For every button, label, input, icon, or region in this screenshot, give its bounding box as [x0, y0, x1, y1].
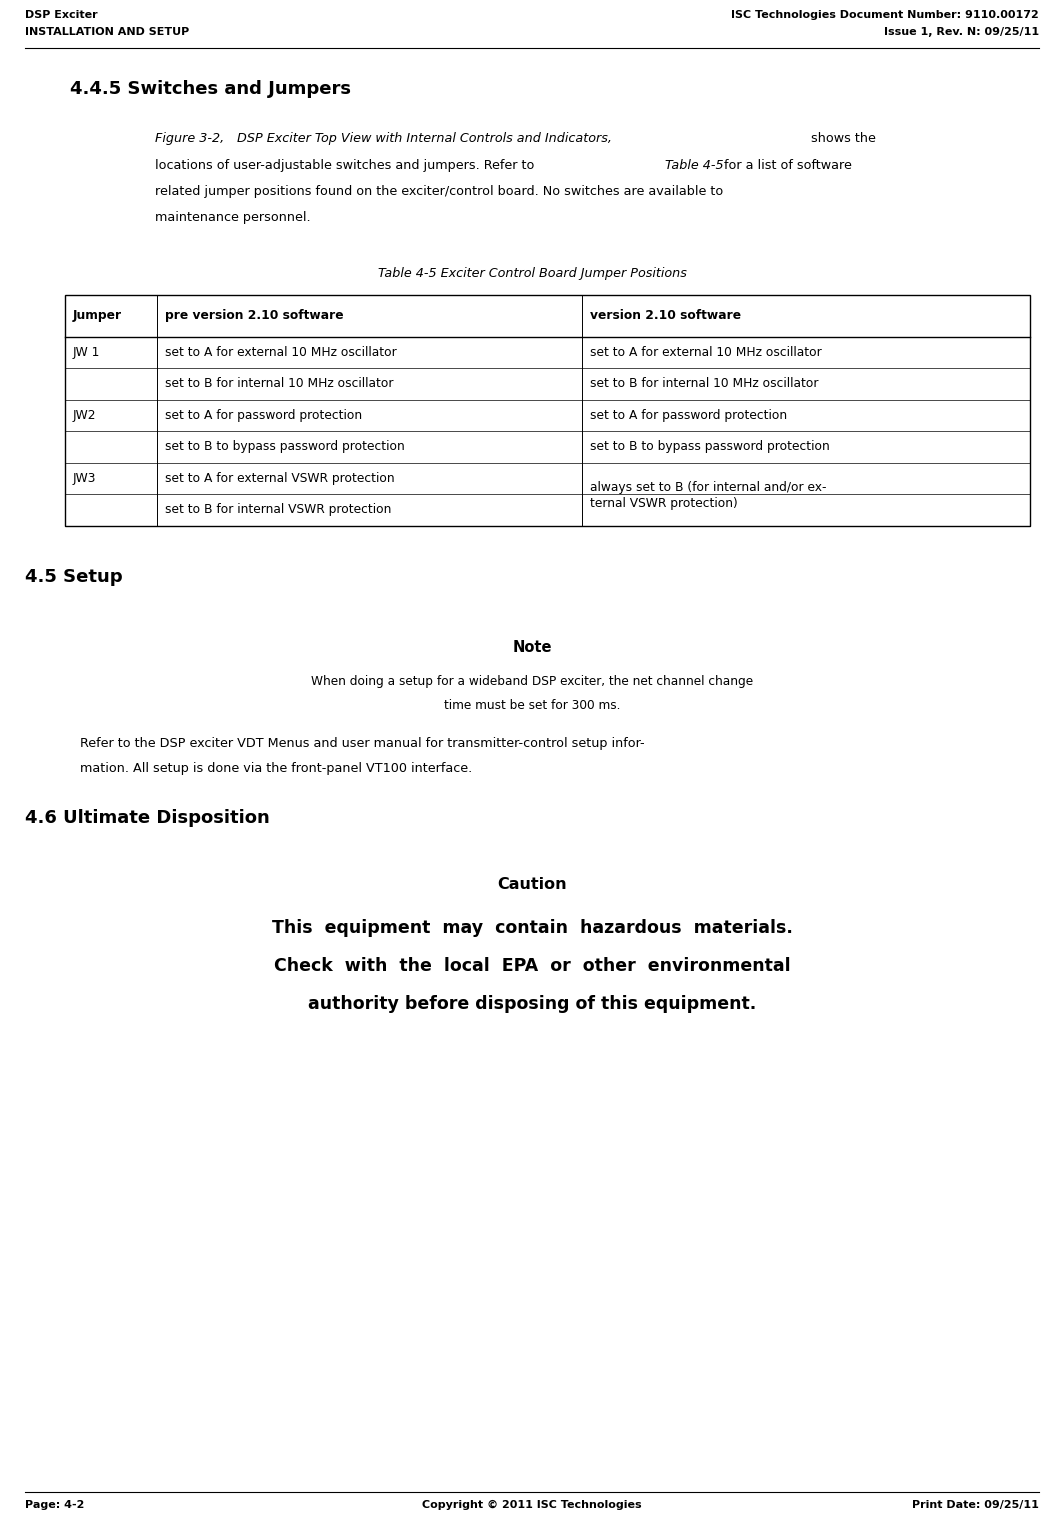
Text: set to B to bypass password protection: set to B to bypass password protection	[591, 441, 830, 453]
Text: Refer to the DSP exciter VDT Menus and user manual for transmitter-control setup: Refer to the DSP exciter VDT Menus and u…	[80, 736, 645, 750]
Text: Caution: Caution	[497, 877, 567, 891]
Text: Page: 4-2: Page: 4-2	[24, 1501, 84, 1510]
Text: INSTALLATION AND SETUP: INSTALLATION AND SETUP	[24, 28, 189, 37]
Text: for a list of software: for a list of software	[720, 158, 852, 172]
Text: set to A for password protection: set to A for password protection	[165, 409, 362, 422]
Text: Copyright © 2011 ISC Technologies: Copyright © 2011 ISC Technologies	[422, 1501, 642, 1510]
Text: always set to B (for internal and/or ex-: always set to B (for internal and/or ex-	[591, 481, 827, 493]
Text: JW3: JW3	[73, 472, 97, 485]
Text: authority before disposing of this equipment.: authority before disposing of this equip…	[307, 994, 757, 1012]
Text: This  equipment  may  contain  hazardous  materials.: This equipment may contain hazardous mat…	[271, 919, 793, 937]
Text: set to A for external VSWR protection: set to A for external VSWR protection	[165, 472, 395, 485]
Text: set to B to bypass password protection: set to B to bypass password protection	[165, 441, 404, 453]
Text: set to B for internal 10 MHz oscillator: set to B for internal 10 MHz oscillator	[591, 378, 818, 390]
Text: time must be set for 300 ms.: time must be set for 300 ms.	[444, 699, 620, 713]
Text: Note: Note	[512, 639, 552, 654]
Text: DSP Exciter: DSP Exciter	[24, 11, 98, 20]
Text: set to A for password protection: set to A for password protection	[591, 409, 787, 422]
Text: locations of user-adjustable switches and jumpers. Refer to: locations of user-adjustable switches an…	[155, 158, 538, 172]
Text: DSP Exciter Top View with Internal Controls and Indicators,: DSP Exciter Top View with Internal Contr…	[237, 132, 612, 144]
Text: Print Date: 09/25/11: Print Date: 09/25/11	[912, 1501, 1040, 1510]
Text: version 2.10 software: version 2.10 software	[591, 309, 742, 323]
Text: ternal VSWR protection): ternal VSWR protection)	[591, 496, 737, 510]
Bar	[65, 295, 1030, 525]
Text: Issue 1, Rev. N: 09/25/11: Issue 1, Rev. N: 09/25/11	[884, 28, 1040, 37]
Text: set to A for external 10 MHz oscillator: set to A for external 10 MHz oscillator	[591, 346, 821, 359]
Text: set to B for internal 10 MHz oscillator: set to B for internal 10 MHz oscillator	[165, 378, 394, 390]
Text: maintenance personnel.: maintenance personnel.	[155, 212, 311, 224]
Text: ISC Technologies Document Number: 9110.00172: ISC Technologies Document Number: 9110.0…	[731, 11, 1040, 20]
Text: pre version 2.10 software: pre version 2.10 software	[165, 309, 344, 323]
Text: 4.6 Ultimate Disposition: 4.6 Ultimate Disposition	[24, 808, 270, 826]
Text: When doing a setup for a wideband DSP exciter, the net channel change: When doing a setup for a wideband DSP ex…	[311, 674, 753, 688]
Text: Figure 3-2,: Figure 3-2,	[155, 132, 228, 144]
Text: set to B for internal VSWR protection: set to B for internal VSWR protection	[165, 504, 392, 516]
Text: 4.4.5 Switches and Jumpers: 4.4.5 Switches and Jumpers	[70, 80, 351, 98]
Text: JW 1: JW 1	[73, 346, 100, 359]
Text: 4.5 Setup: 4.5 Setup	[24, 567, 122, 585]
Text: JW2: JW2	[73, 409, 97, 422]
Text: Table 4-5: Table 4-5	[665, 158, 724, 172]
Text: shows the: shows the	[807, 132, 876, 144]
Text: Jumper: Jumper	[73, 309, 122, 323]
Text: mation. All setup is done via the front-panel VT100 interface.: mation. All setup is done via the front-…	[80, 762, 472, 776]
Text: Table 4-5 Exciter Control Board Jumper Positions: Table 4-5 Exciter Control Board Jumper P…	[378, 267, 686, 280]
Text: Check  with  the  local  EPA  or  other  environmental: Check with the local EPA or other enviro…	[273, 957, 791, 974]
Text: related jumper positions found on the exciter/control board. No switches are ava: related jumper positions found on the ex…	[155, 184, 724, 198]
Text: set to A for external 10 MHz oscillator: set to A for external 10 MHz oscillator	[165, 346, 397, 359]
